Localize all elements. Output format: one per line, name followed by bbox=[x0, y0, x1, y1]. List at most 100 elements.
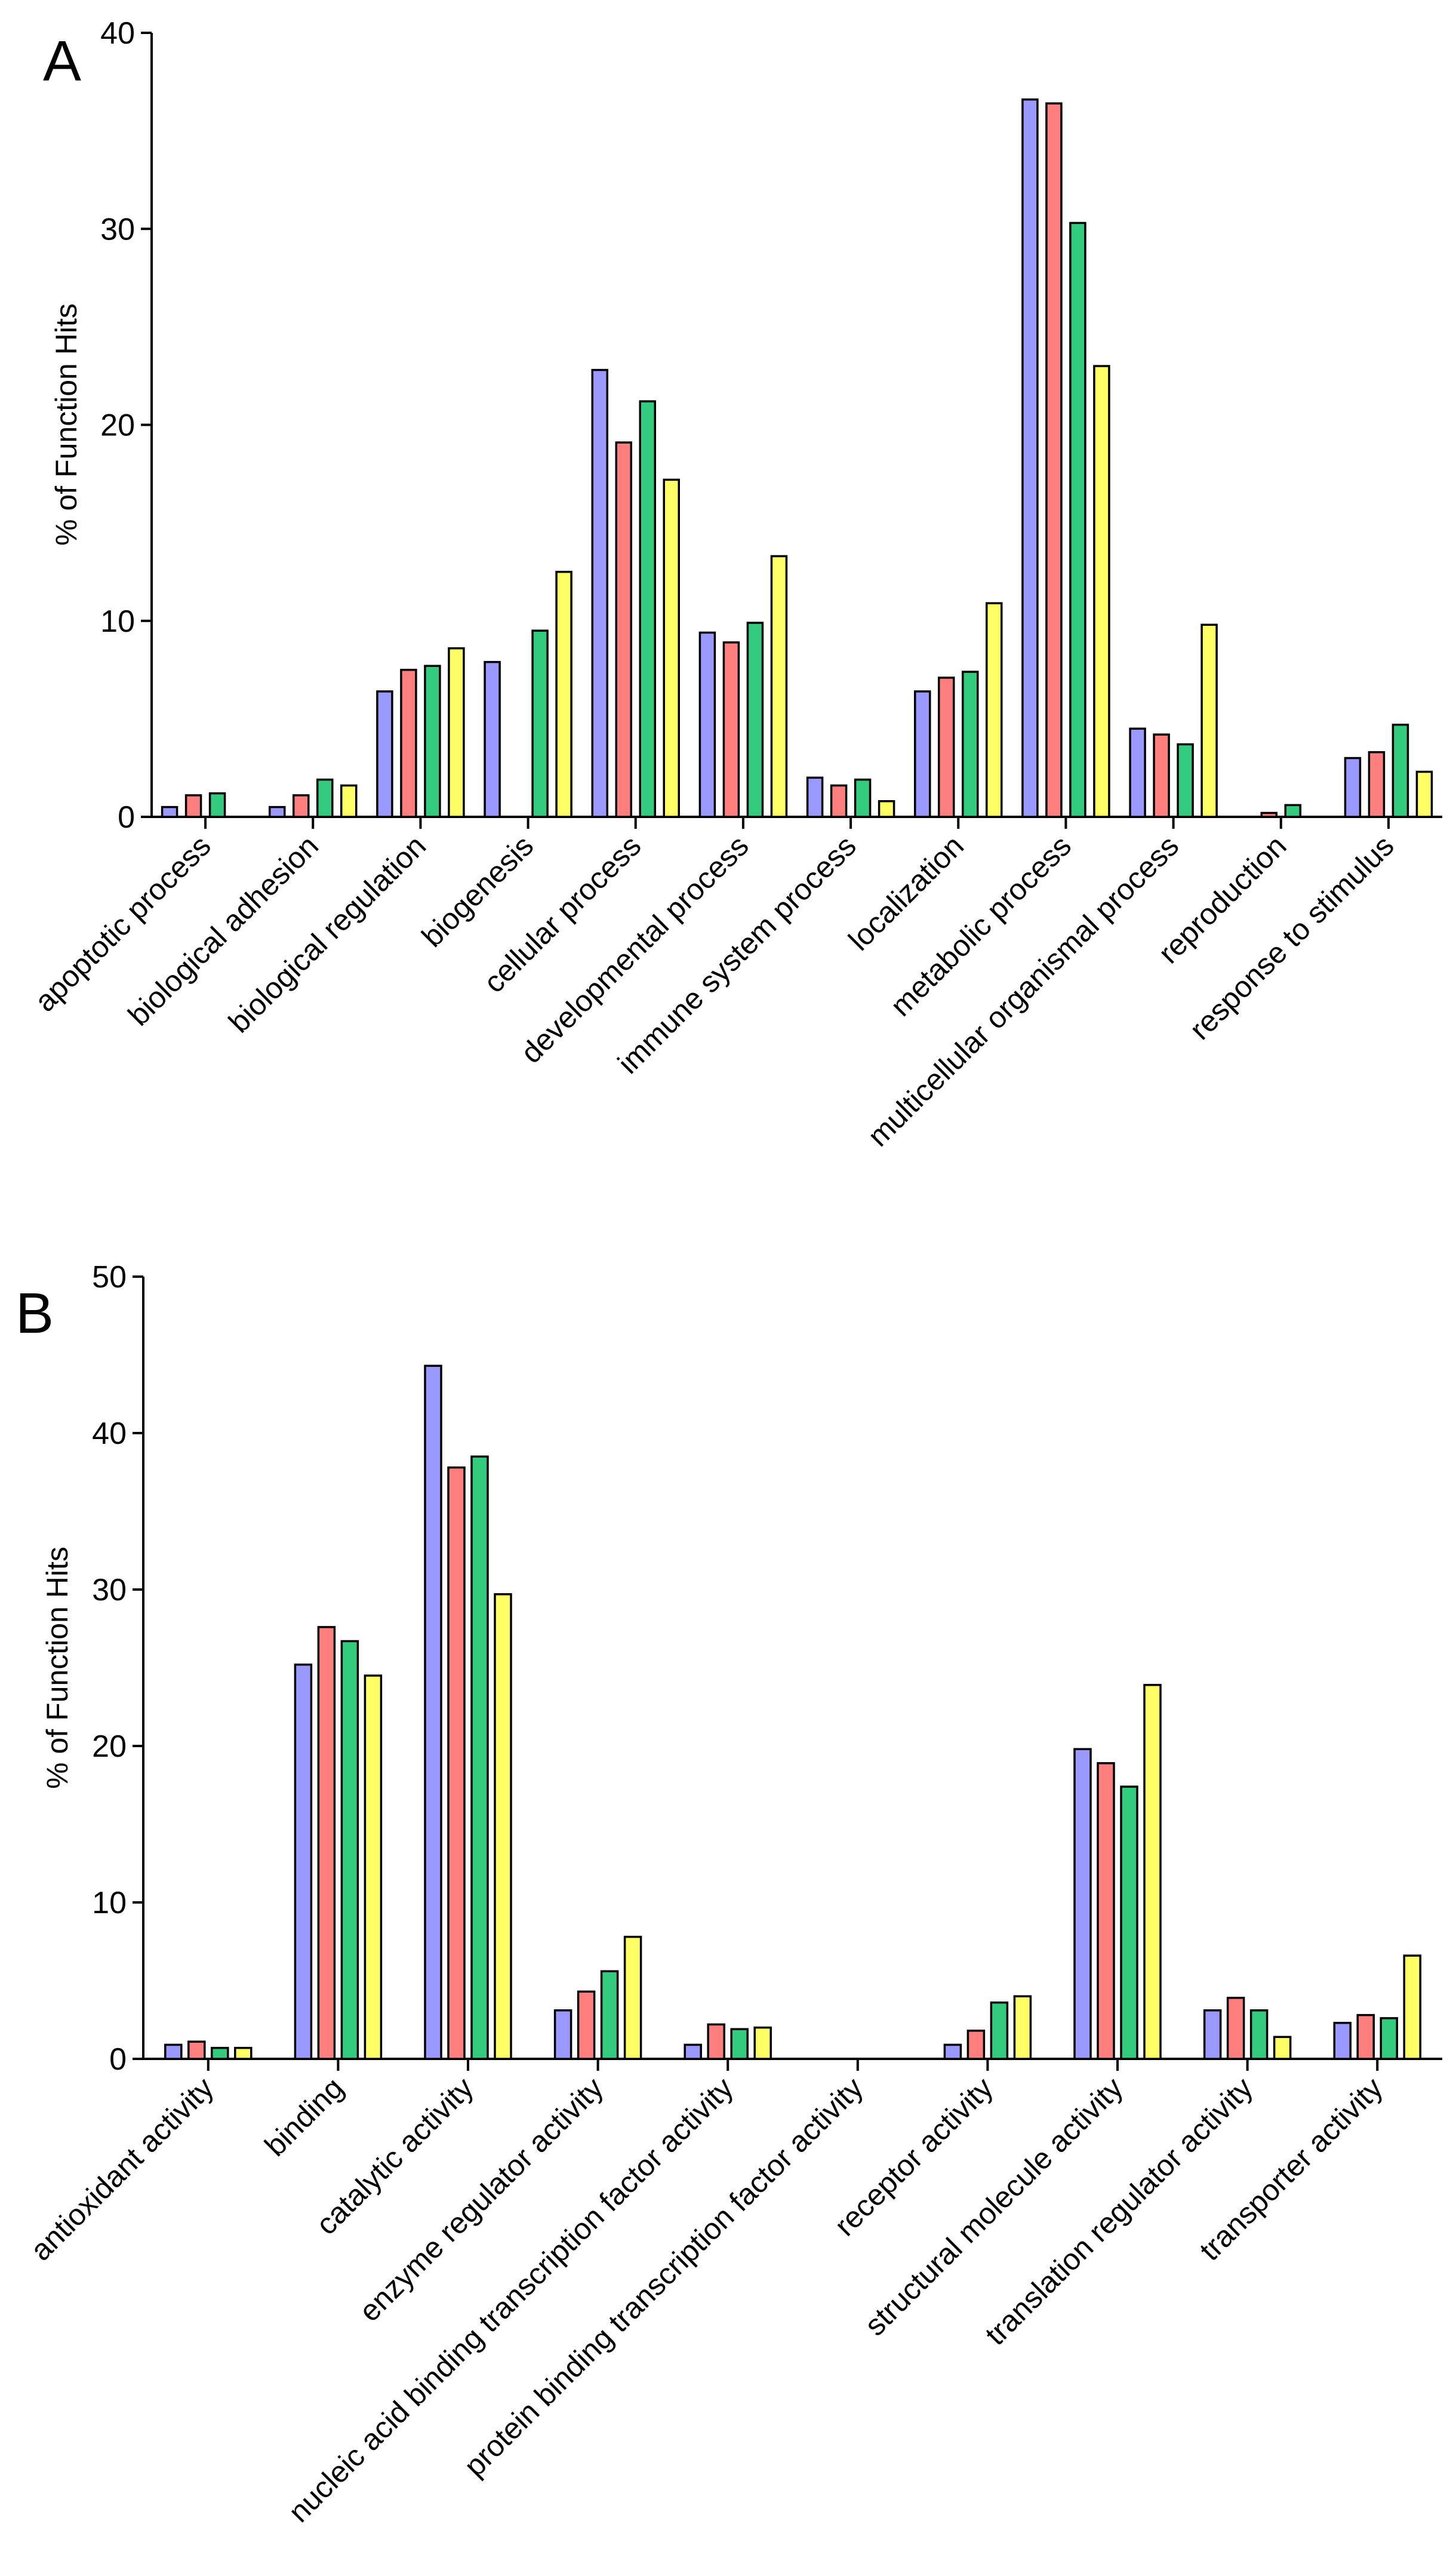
bar bbox=[684, 2043, 702, 2060]
bar bbox=[1415, 770, 1433, 818]
bar bbox=[698, 631, 716, 818]
bar bbox=[1344, 757, 1362, 818]
bar bbox=[577, 1990, 596, 2060]
panel-label: B bbox=[16, 1281, 54, 1345]
y-tick-label: 40 bbox=[100, 16, 135, 51]
bar bbox=[663, 478, 680, 818]
bar bbox=[746, 622, 764, 818]
bar bbox=[211, 2046, 229, 2060]
y-tick-label: 30 bbox=[92, 1573, 127, 1607]
bar bbox=[340, 1640, 359, 2060]
bar bbox=[1333, 2021, 1352, 2060]
bar bbox=[294, 1664, 313, 2060]
bar bbox=[1073, 1748, 1092, 2060]
bar bbox=[1403, 1954, 1421, 2060]
panel-a-bar-chart: A % of Function Hits 0 10 20 30 40 apoptotic pr… bbox=[28, 16, 1442, 1153]
bar bbox=[555, 570, 572, 818]
bar bbox=[1129, 727, 1146, 818]
bar bbox=[722, 641, 740, 818]
bar bbox=[1021, 98, 1039, 818]
bar bbox=[1143, 1684, 1162, 2060]
x-category-label: enzyme regulator activity bbox=[353, 2071, 610, 2328]
bar bbox=[878, 800, 895, 818]
bar bbox=[1013, 1995, 1032, 2060]
bar bbox=[1093, 365, 1110, 818]
bar bbox=[623, 1935, 642, 2060]
bar bbox=[164, 2043, 183, 2060]
bar bbox=[986, 602, 1003, 818]
x-category-label: apoptotic process bbox=[28, 829, 217, 1018]
bar bbox=[1260, 811, 1278, 818]
bar bbox=[1368, 751, 1386, 818]
bar bbox=[234, 2046, 253, 2060]
y-tick-label: 50 bbox=[92, 1260, 127, 1295]
bar bbox=[340, 784, 358, 818]
bar bbox=[400, 669, 417, 818]
bar bbox=[470, 1455, 489, 2060]
y-axis-title: % of Function Hits bbox=[50, 303, 83, 546]
bar bbox=[187, 2040, 206, 2060]
bar bbox=[161, 806, 178, 818]
bar bbox=[1200, 623, 1218, 818]
bar bbox=[531, 629, 549, 818]
bar bbox=[806, 776, 824, 818]
bar bbox=[1153, 733, 1170, 818]
bar bbox=[316, 778, 334, 818]
bar bbox=[591, 368, 608, 818]
panel-b-bar-chart: B % of Function Hits 0 10 20 30 40 50 antioxidan… bbox=[16, 1260, 1442, 2529]
bar bbox=[1045, 102, 1063, 818]
bar bbox=[1069, 222, 1086, 818]
bar bbox=[184, 794, 202, 818]
y-axis-title: % of Function Hits bbox=[41, 1547, 74, 1789]
bar bbox=[1120, 1785, 1138, 2060]
y-tick-label: 40 bbox=[92, 1416, 127, 1451]
x-category-label: structural molecule activity bbox=[858, 2071, 1129, 2342]
x-category-label: biological adhesion bbox=[122, 829, 325, 1032]
bar bbox=[553, 2009, 572, 2060]
panel-label: A bbox=[43, 29, 81, 93]
x-category-label: translation regulator activity bbox=[978, 2071, 1259, 2351]
bar bbox=[938, 677, 955, 818]
bar bbox=[484, 660, 501, 818]
x-category-label: biological regulation bbox=[222, 829, 432, 1039]
bar bbox=[1284, 804, 1301, 818]
bar bbox=[424, 665, 441, 818]
y-tick-label: 20 bbox=[92, 1729, 127, 1764]
bar bbox=[1380, 2017, 1398, 2060]
bar bbox=[830, 784, 848, 818]
x-category-label: binding bbox=[258, 2071, 350, 2163]
bar bbox=[1177, 743, 1194, 818]
bar bbox=[914, 690, 931, 818]
bar bbox=[639, 400, 656, 818]
x-category-label: metabolic process bbox=[884, 829, 1078, 1023]
bar bbox=[424, 1364, 442, 2060]
bar bbox=[269, 806, 286, 818]
bar bbox=[208, 792, 226, 818]
bar bbox=[1356, 2013, 1375, 2060]
bar bbox=[990, 2001, 1009, 2060]
bar bbox=[615, 441, 632, 818]
bar bbox=[317, 1626, 336, 2060]
bar bbox=[1097, 1762, 1115, 2060]
bar bbox=[364, 1674, 383, 2060]
bar bbox=[1273, 2036, 1292, 2060]
x-category-label: antioxidant activity bbox=[24, 2071, 220, 2267]
bar bbox=[376, 690, 393, 818]
bar bbox=[770, 555, 788, 818]
bar bbox=[966, 2030, 986, 2060]
bar bbox=[447, 1466, 466, 2060]
y-tick-label: 0 bbox=[118, 800, 135, 835]
bar bbox=[943, 2043, 962, 2060]
bar bbox=[1203, 2009, 1222, 2060]
bar bbox=[753, 2026, 772, 2060]
bar bbox=[962, 671, 979, 818]
y-tick-label: 10 bbox=[100, 604, 135, 639]
x-category-label: nucleic acid binding transcription facto… bbox=[282, 2071, 740, 2529]
y-tick-label: 30 bbox=[100, 212, 135, 247]
bar bbox=[293, 794, 310, 818]
x-category-label: response to stimulus bbox=[1183, 829, 1400, 1046]
bar bbox=[730, 2028, 749, 2060]
bar bbox=[494, 1593, 512, 2060]
bar bbox=[1226, 1997, 1245, 2060]
